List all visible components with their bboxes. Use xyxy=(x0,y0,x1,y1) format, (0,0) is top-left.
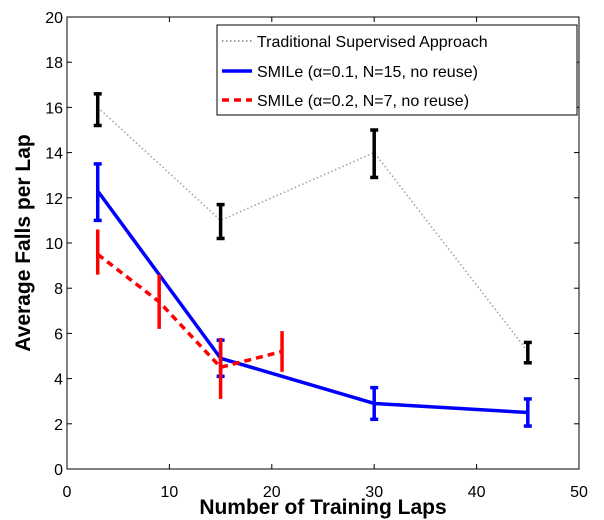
error-bar xyxy=(370,385,379,422)
legend: Traditional Supervised Approach SMILe (α… xyxy=(216,24,578,116)
y-tick-label: 6 xyxy=(54,326,63,343)
x-tick-label: 10 xyxy=(161,484,179,501)
y-tick-label: 2 xyxy=(54,417,63,434)
y-tick-label: 0 xyxy=(54,462,63,479)
x-tick-label: 30 xyxy=(365,484,383,501)
error-bar xyxy=(93,92,102,128)
x-tick-label: 50 xyxy=(570,484,588,501)
y-tick-label: 14 xyxy=(45,146,63,163)
legend-label-traditional: Traditional Supervised Approach xyxy=(257,34,488,51)
series-2 xyxy=(95,229,284,399)
tick-layer: 0 10 20 30 40 50 0 2 4 6 8 10 12 14 16 18 20 xyxy=(45,10,588,501)
series-line xyxy=(96,252,283,370)
error-bar xyxy=(216,202,225,241)
error-bar xyxy=(523,340,532,365)
series-layer xyxy=(93,92,532,428)
series-0 xyxy=(93,92,532,365)
y-axis-title: Average Falls per Lap xyxy=(12,134,35,351)
error-bar xyxy=(523,397,532,428)
y-tick-label: 10 xyxy=(45,236,63,253)
x-tick-label: 40 xyxy=(468,484,486,501)
y-tick-label: 4 xyxy=(54,372,63,389)
error-bar xyxy=(93,162,102,223)
y-tick-label: 20 xyxy=(45,10,63,27)
y-tick-label: 8 xyxy=(54,281,63,298)
x-tick-label: 20 xyxy=(263,484,281,501)
legend-box xyxy=(216,24,578,116)
y-tick-label: 18 xyxy=(45,55,63,72)
error-bar xyxy=(370,128,379,180)
x-axis-title: Number of Training Laps xyxy=(199,496,446,519)
legend-label-smile-n7: SMILe (α=0.2, N=7, no reuse) xyxy=(257,93,469,110)
legend-label-smile-n15: SMILe (α=0.1, N=15, no reuse) xyxy=(257,64,478,81)
x-tick-label: 0 xyxy=(63,484,72,501)
y-tick-label: 16 xyxy=(45,100,63,117)
y-tick-label: 12 xyxy=(45,191,63,208)
series-line xyxy=(97,106,529,352)
